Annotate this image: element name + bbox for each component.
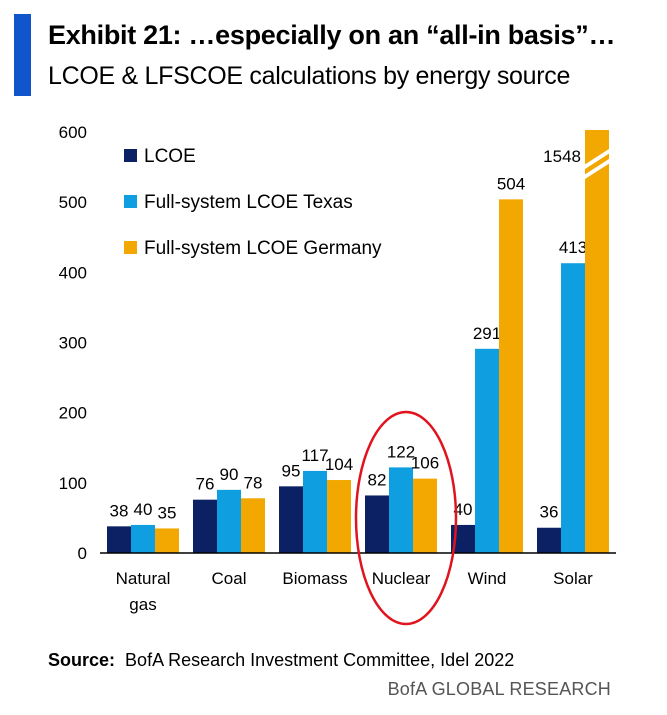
bar (475, 348, 499, 553)
y-tick-label: 100 (59, 474, 87, 493)
brand-label: BofA GLOBAL RESEARCH (387, 679, 611, 699)
bar-chart: 0 100 200 300 400 500 600 38 40 35 Natural gas 76 90 7… (59, 123, 616, 626)
bar (107, 526, 131, 553)
data-label: 1548 (543, 147, 581, 166)
bar (155, 528, 179, 553)
bar (279, 486, 303, 553)
bar (561, 263, 585, 553)
bar (499, 199, 523, 554)
y-tick-label: 200 (59, 404, 87, 423)
source-text: BofA Research Investment Committee, Idel… (125, 650, 515, 670)
y-tick-label: 0 (78, 544, 87, 563)
bar (585, 130, 609, 553)
x-tick-label: Nuclear (372, 569, 431, 588)
legend-label: Full-system LCOE Texas (144, 192, 353, 213)
data-label: 106 (411, 454, 439, 473)
source-label: Source: (48, 650, 116, 670)
y-tick-label: 600 (59, 123, 87, 142)
accent-bar (14, 14, 31, 96)
data-label: 413 (559, 238, 587, 257)
bar (389, 467, 413, 553)
x-tick-label: Solar (553, 569, 593, 588)
axis-break-mark (581, 158, 613, 180)
data-label: 40 (454, 500, 473, 519)
y-tick-label: 500 (59, 193, 87, 212)
legend-swatch (124, 241, 137, 254)
page-title: Exhibit 21: …especially on an “all-in ba… (48, 20, 616, 50)
data-label: 122 (387, 442, 415, 461)
bar (241, 498, 265, 553)
bar (131, 524, 155, 553)
y-tick-label: 400 (59, 263, 87, 282)
data-label: 38 (110, 501, 129, 520)
page-subtitle: LCOE & LFSCOE calculations by energy sou… (48, 62, 571, 90)
bar (413, 478, 437, 553)
data-label: 76 (196, 475, 215, 494)
legend-label: LCOE (144, 146, 196, 167)
data-label: 291 (473, 324, 501, 343)
data-label: 82 (368, 470, 387, 489)
data-label: 104 (325, 455, 353, 474)
legend-label: Full-system LCOE Germany (144, 238, 382, 259)
data-label: 117 (301, 446, 328, 465)
x-tick-label: gas (129, 595, 156, 614)
source-note: Source: BofA Research Investment Committ… (48, 650, 514, 671)
x-tick-label: Coal (212, 569, 247, 588)
legend-swatch (124, 195, 137, 208)
x-tick-label: Wind (468, 569, 507, 588)
highlight-ellipse (354, 410, 458, 626)
data-label: 90 (220, 465, 239, 484)
x-tick-label: Biomass (282, 569, 347, 588)
data-label: 40 (134, 500, 153, 519)
bar (365, 495, 389, 553)
bar (193, 499, 217, 553)
axis-break-mark (581, 148, 613, 170)
data-label: 504 (497, 174, 525, 193)
data-label: 78 (244, 473, 263, 492)
data-label: 36 (540, 503, 559, 522)
x-tick-label: Natural (116, 569, 171, 588)
data-label: 35 (158, 503, 177, 522)
bar (537, 527, 561, 553)
bar (217, 489, 241, 553)
data-label: 95 (282, 461, 301, 480)
legend-swatch (124, 149, 137, 162)
y-tick-label: 300 (59, 334, 87, 353)
bar (327, 480, 351, 553)
bar (303, 470, 327, 553)
